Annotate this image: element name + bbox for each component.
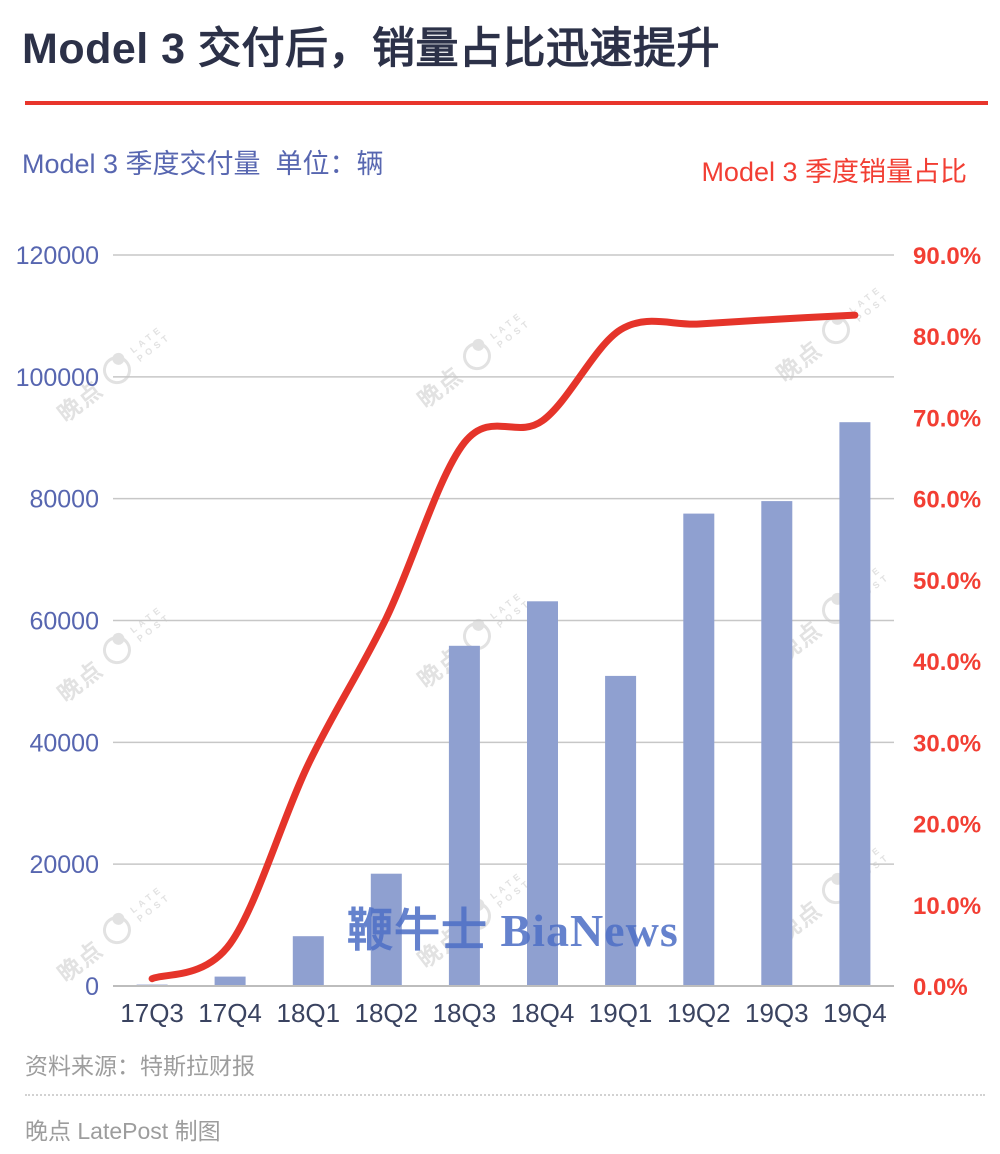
delivery-bar <box>683 513 715 986</box>
x-axis-label: 18Q4 <box>511 998 575 1028</box>
x-axis-label: 19Q3 <box>745 998 809 1028</box>
left-axis-tick-label: 80000 <box>29 486 99 514</box>
x-axis-label: 18Q2 <box>354 998 418 1028</box>
x-axis-label: 17Q3 <box>120 998 184 1028</box>
delivery-bar <box>370 873 402 986</box>
right-axis-tick-label: 80.0% <box>913 324 981 351</box>
page-title: Model 3 交付后，销量占比迅速提升 <box>22 25 721 73</box>
right-axis-tick-label: 40.0% <box>913 649 981 676</box>
delivery-bar <box>527 601 558 986</box>
bianews-watermark: 鞭牛士 BiaNews <box>347 905 679 956</box>
right-axis-tick-label: 50.0% <box>913 568 981 595</box>
x-axis-label: 19Q2 <box>667 998 731 1028</box>
left-axis-tick-label: 40000 <box>29 729 99 757</box>
right-axis-tick-label: 20.0% <box>913 812 981 839</box>
source-note: 资料来源：特斯拉财报 <box>25 1053 255 1079</box>
right-axis-tick-label: 90.0% <box>913 243 981 270</box>
right-axis-tick-label: 60.0% <box>913 487 981 514</box>
x-axis-label: 18Q1 <box>276 998 340 1028</box>
delivery-bar <box>761 501 793 986</box>
delivery-bar <box>839 422 871 986</box>
right-axis-tick-label: 0.0% <box>913 974 968 1001</box>
right-axis-tick-labels: 0.0% 10.0% 20.0% 30.0% 40.0% 50.0% 60.0% 70.0% 8… <box>913 243 981 1001</box>
title-underline-rule <box>25 101 988 105</box>
left-axis-tick-label: 60000 <box>29 608 99 636</box>
left-axis-tick-labels: 0 20000 40000 60000 80000 100000 120000 <box>16 242 99 1001</box>
delivery-bar <box>605 675 637 986</box>
right-axis-tick-label: 10.0% <box>913 893 981 920</box>
delivery-bar <box>292 936 324 986</box>
footer-divider <box>25 1094 985 1096</box>
bar-series <box>136 422 871 986</box>
x-axis-label: 19Q1 <box>589 998 653 1028</box>
delivery-bar <box>214 976 246 986</box>
left-axis-tick-label: 120000 <box>16 242 99 270</box>
credit-note: 晚点 LatePost 制图 <box>25 1118 221 1144</box>
share-line <box>148 311 859 983</box>
x-axis-label: 19Q4 <box>823 998 887 1028</box>
left-axis-tick-label: 0 <box>85 973 99 1001</box>
x-axis-label: 17Q4 <box>198 998 262 1028</box>
left-axis-title: Model 3 季度交付量 单位：辆 <box>22 149 384 179</box>
right-axis-tick-label: 70.0% <box>913 405 981 432</box>
left-axis-tick-label: 100000 <box>16 364 99 392</box>
left-axis-tick-label: 20000 <box>29 851 99 879</box>
right-axis-tick-label: 30.0% <box>913 730 981 757</box>
right-axis-title: Model 3 季度销量占比 <box>701 157 967 187</box>
x-axis-labels: 17Q3 17Q4 18Q1 18Q2 18Q3 18Q4 19Q1 19Q2 19Q3 19Q4 <box>120 998 886 1028</box>
x-axis-label: 18Q3 <box>433 998 497 1028</box>
delivery-bar <box>448 645 480 986</box>
